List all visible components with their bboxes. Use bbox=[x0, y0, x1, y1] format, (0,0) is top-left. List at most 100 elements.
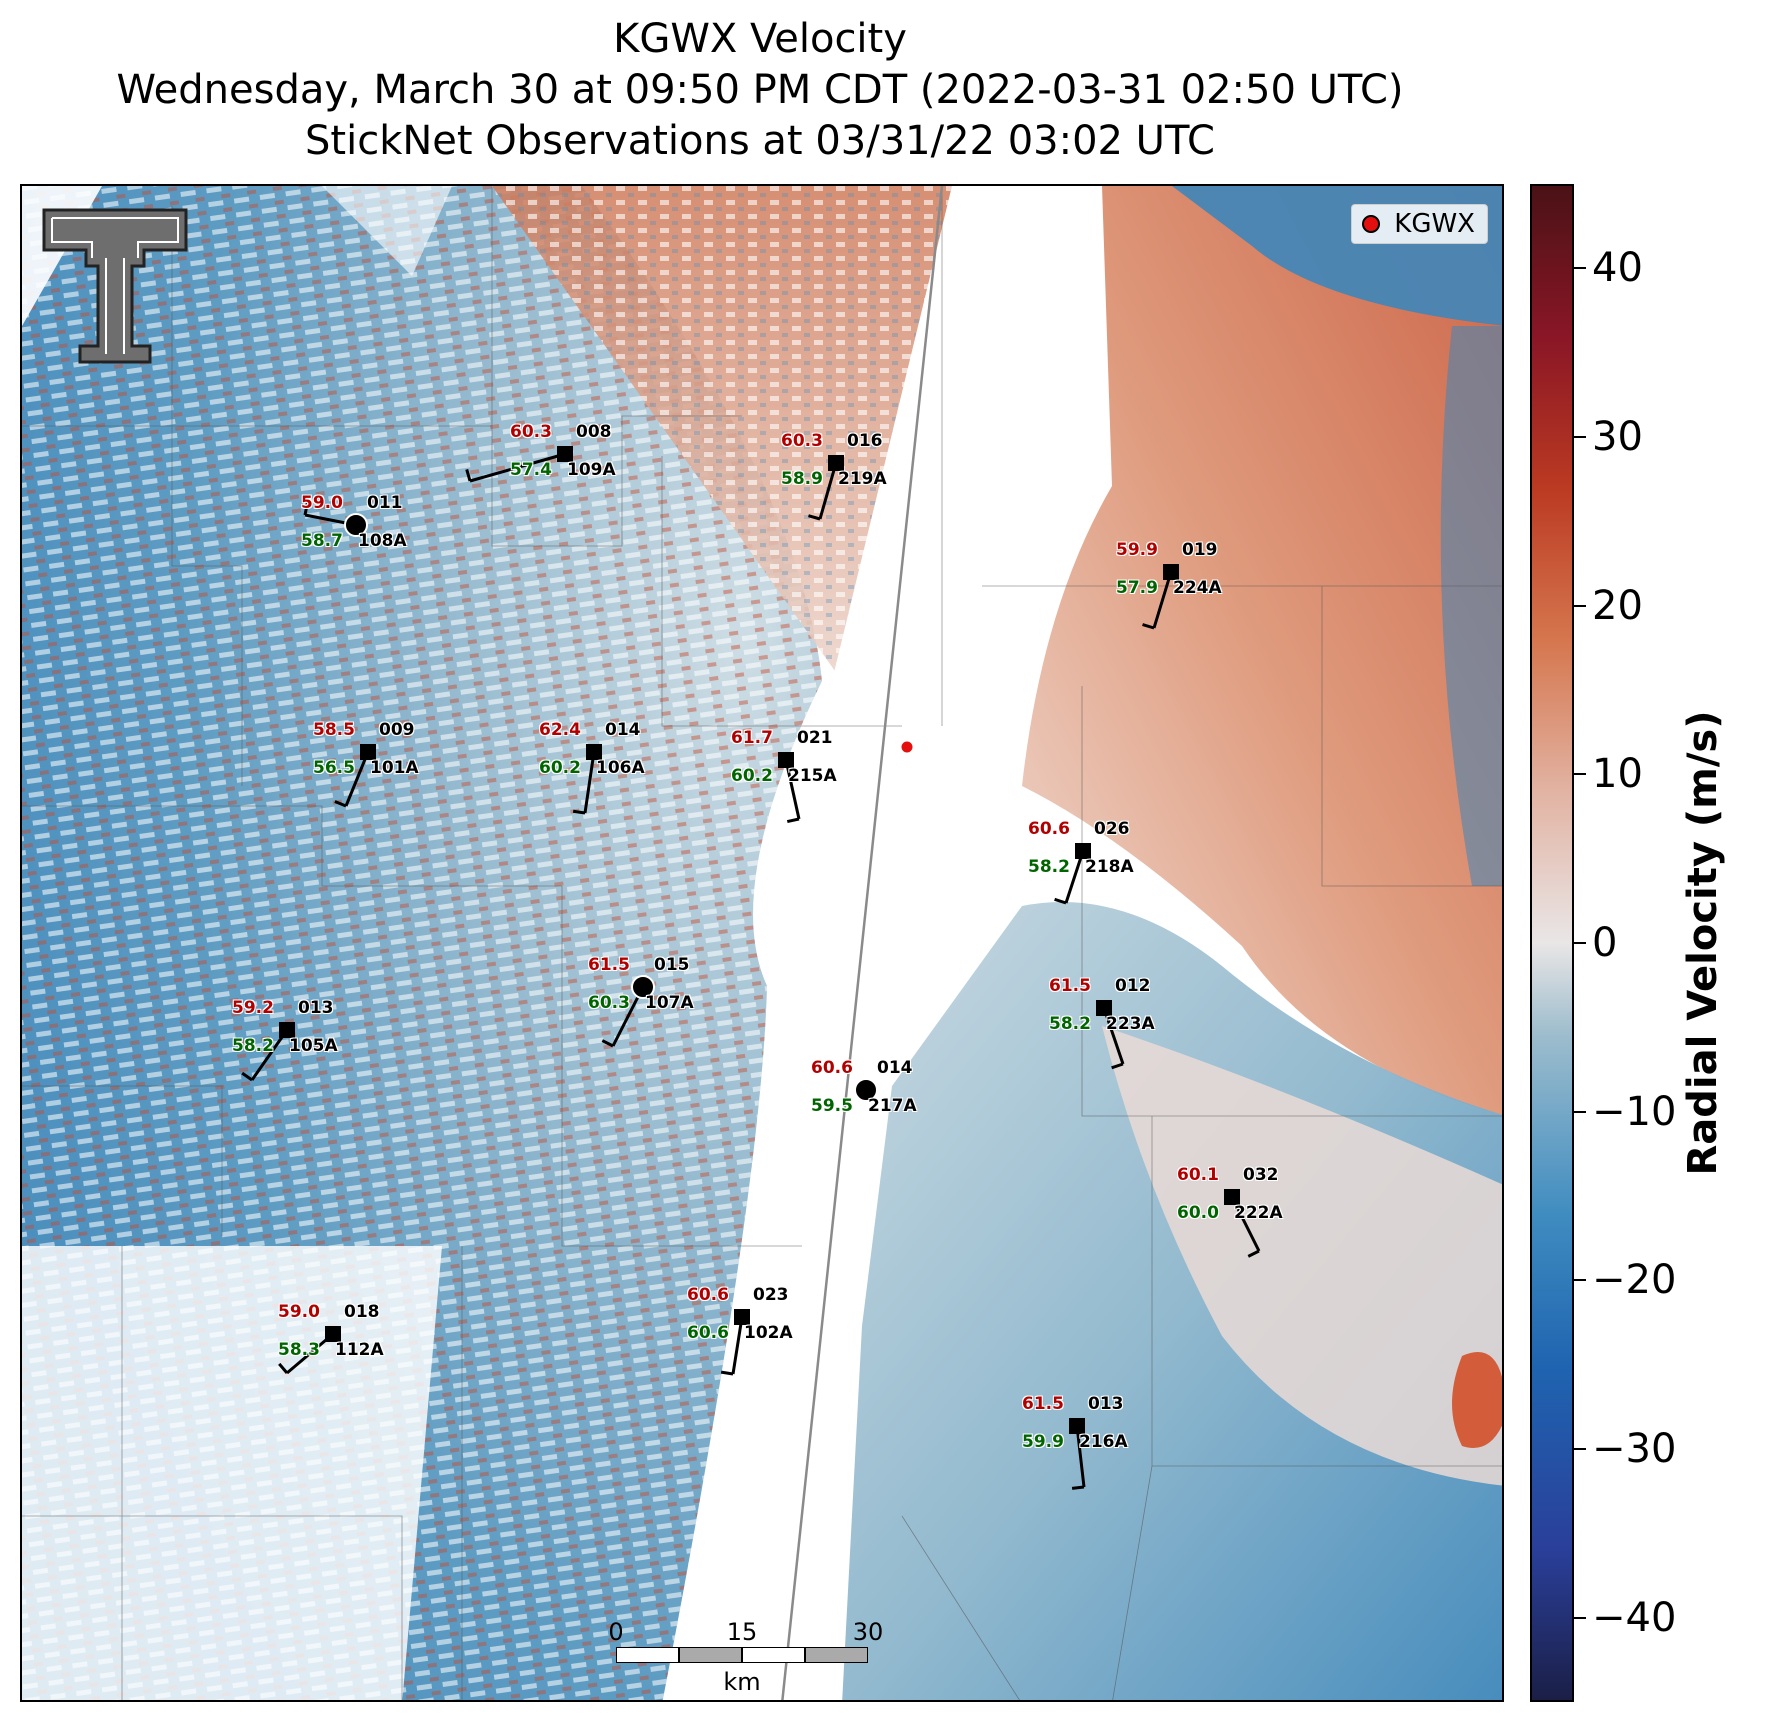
station-dewpoint: 59.5 bbox=[811, 1096, 853, 1116]
colorbar-tick bbox=[1574, 1279, 1586, 1282]
county-borders bbox=[22, 186, 1502, 1700]
legend-label: KGWX bbox=[1394, 209, 1475, 239]
station-probe: 223A bbox=[1106, 1014, 1155, 1034]
station-probe: 105A bbox=[289, 1036, 338, 1056]
colorbar-tick-label: −20 bbox=[1592, 1257, 1677, 1304]
station-dewpoint: 58.7 bbox=[301, 531, 343, 551]
colorbar-tick-label: 20 bbox=[1592, 582, 1643, 629]
station-id: 019 bbox=[1182, 540, 1218, 560]
station-temperature: 60.6 bbox=[811, 1058, 853, 1078]
station-dewpoint: 58.2 bbox=[1028, 857, 1070, 877]
station-temperature: 60.1 bbox=[1177, 1165, 1219, 1185]
station-temperature: 60.6 bbox=[687, 1285, 729, 1305]
station-probe: 102A bbox=[744, 1323, 793, 1343]
station-probe: 218A bbox=[1085, 857, 1134, 877]
state-border bbox=[781, 186, 944, 1700]
station-id: 011 bbox=[367, 493, 403, 513]
colorbar-title: Radial Velocity (m/s) bbox=[1680, 710, 1726, 1176]
scale-label-30: 30 bbox=[852, 1618, 884, 1646]
colorbar-tick bbox=[1574, 604, 1586, 607]
station-probe: 216A bbox=[1079, 1432, 1128, 1452]
title-line-3: StickNet Observations at 03/31/22 03:02 … bbox=[305, 118, 1215, 164]
scale-bar: 0 15 30 km bbox=[608, 1618, 883, 1696]
station-probe: 215A bbox=[788, 766, 837, 786]
station-probe: 107A bbox=[645, 993, 694, 1013]
station-dewpoint: 58.9 bbox=[781, 469, 823, 489]
map-legend: KGWX bbox=[1351, 204, 1488, 244]
station-id: 012 bbox=[1115, 976, 1151, 996]
radar-marker-icon bbox=[1362, 215, 1381, 233]
station-id: 026 bbox=[1094, 819, 1130, 839]
station-temperature: 60.6 bbox=[1028, 819, 1070, 839]
station-id: 014 bbox=[877, 1058, 913, 1078]
station-id: 013 bbox=[1088, 1394, 1124, 1414]
colorbar-tick-label: −40 bbox=[1592, 1594, 1677, 1641]
title-line-1: KGWX Velocity bbox=[613, 16, 907, 62]
station-temperature: 59.2 bbox=[232, 998, 274, 1018]
colorbar-tick bbox=[1574, 942, 1586, 944]
station-id: 023 bbox=[753, 1285, 789, 1305]
station-temperature: 60.3 bbox=[510, 422, 552, 442]
station-id: 032 bbox=[1243, 1165, 1279, 1185]
colorbar-tick bbox=[1574, 1448, 1586, 1450]
station-probe: 222A bbox=[1234, 1203, 1283, 1223]
station-dewpoint: 60.2 bbox=[731, 766, 773, 786]
station-id: 009 bbox=[379, 720, 415, 740]
station-temperature: 58.5 bbox=[313, 720, 355, 740]
station-probe: 109A bbox=[567, 460, 616, 480]
station-dewpoint: 60.6 bbox=[687, 1323, 729, 1343]
station-dewpoint: 58.2 bbox=[232, 1036, 274, 1056]
inbound-velocity-southeast bbox=[842, 902, 1502, 1700]
outbound-velocity-east bbox=[1022, 186, 1502, 1115]
title-line-2: Wednesday, March 30 at 09:50 PM CDT (202… bbox=[116, 67, 1404, 113]
station-temperature: 61.5 bbox=[1022, 1394, 1064, 1414]
station-dewpoint: 57.9 bbox=[1116, 578, 1158, 598]
scale-label-15: 15 bbox=[726, 1618, 758, 1646]
station-temperature: 61.5 bbox=[588, 955, 630, 975]
station-dewpoint: 58.3 bbox=[278, 1340, 320, 1360]
station-dewpoint: 60.0 bbox=[1177, 1203, 1219, 1223]
colorbar-tick-label: −30 bbox=[1592, 1426, 1677, 1472]
colorbar-tick-label: 0 bbox=[1592, 920, 1618, 966]
station-probe: 112A bbox=[335, 1340, 384, 1360]
colorbar-tick-label: 10 bbox=[1592, 751, 1643, 798]
station-probe: 224A bbox=[1173, 578, 1222, 598]
station-temperature: 61.5 bbox=[1049, 976, 1091, 996]
station-dewpoint: 60.3 bbox=[588, 993, 630, 1013]
title-block: KGWX Velocity Wednesday, March 30 at 09:… bbox=[0, 14, 1520, 167]
station-temperature: 60.3 bbox=[781, 431, 823, 451]
station-probe: 101A bbox=[370, 758, 419, 778]
colorbar-tick bbox=[1574, 436, 1586, 438]
scale-label-0: 0 bbox=[608, 1618, 624, 1646]
colorbar-tick-label: 40 bbox=[1592, 245, 1643, 292]
colorbar-tick bbox=[1574, 1110, 1586, 1113]
station-id: 015 bbox=[654, 955, 690, 975]
station-dewpoint: 59.9 bbox=[1022, 1432, 1064, 1452]
station-temperature: 59.9 bbox=[1116, 540, 1158, 560]
texas-tech-logo-icon bbox=[42, 208, 188, 364]
station-temperature: 59.0 bbox=[278, 1302, 320, 1322]
station-id: 016 bbox=[847, 431, 883, 451]
station-id: 013 bbox=[298, 998, 334, 1018]
station-dewpoint: 57.4 bbox=[510, 460, 552, 480]
station-probe: 106A bbox=[596, 758, 645, 778]
colorbar-tick bbox=[1574, 1616, 1586, 1619]
colorbar-tick bbox=[1574, 267, 1586, 270]
station-dewpoint: 58.2 bbox=[1049, 1014, 1091, 1034]
station-probe: 217A bbox=[868, 1096, 917, 1116]
station-id: 021 bbox=[797, 728, 833, 748]
station-probe: 108A bbox=[358, 531, 407, 551]
station-dewpoint: 56.5 bbox=[313, 758, 355, 778]
colorbar-tick bbox=[1574, 773, 1586, 776]
colorbar-tick-label: −10 bbox=[1592, 1088, 1677, 1135]
station-id: 014 bbox=[605, 720, 641, 740]
radar-map[interactable]: KGWX bbox=[20, 184, 1504, 1702]
velocity-field bbox=[22, 186, 1502, 1700]
colorbar bbox=[1530, 184, 1574, 1702]
station-dewpoint: 60.2 bbox=[539, 758, 581, 778]
station-id: 018 bbox=[344, 1302, 380, 1322]
station-temperature: 62.4 bbox=[539, 720, 581, 740]
station-temperature: 61.7 bbox=[731, 728, 773, 748]
station-probe: 219A bbox=[838, 469, 887, 489]
station-id: 008 bbox=[576, 422, 612, 442]
